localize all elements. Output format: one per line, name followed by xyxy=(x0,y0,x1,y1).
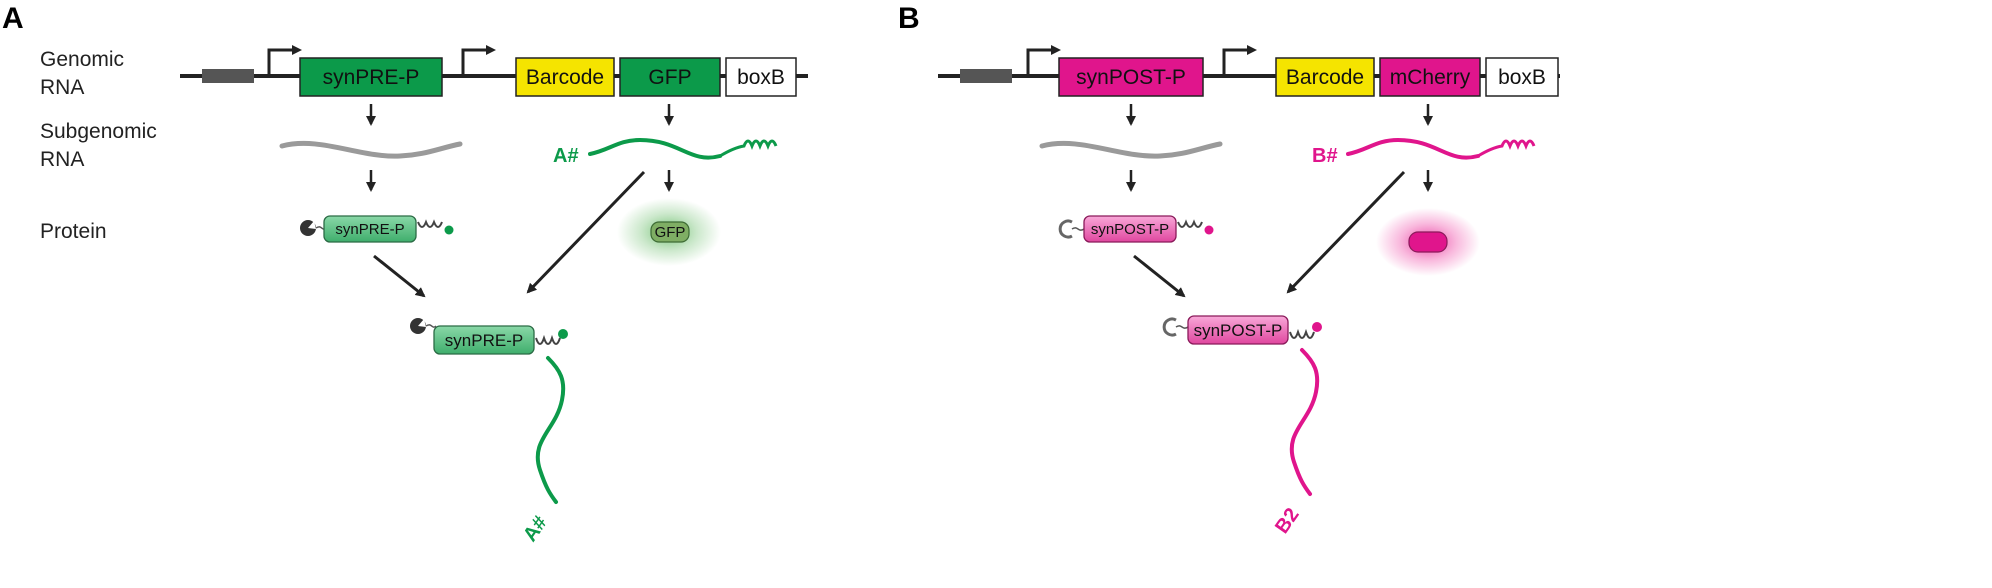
promoter-arrow-icon xyxy=(1222,48,1247,76)
boxb-hairpin-icon xyxy=(1477,139,1536,158)
boxb-hairpin-icon xyxy=(719,139,778,158)
subgenomic-rna-label-line1: Subgenomic xyxy=(40,120,157,143)
synpre-p-protein-body xyxy=(323,215,417,243)
inactive-enzyme-domain-icon xyxy=(1058,219,1073,239)
tag-dot-icon xyxy=(1312,322,1322,332)
genomic-rna-label-line2: RNA xyxy=(40,76,84,99)
tag-dot-icon xyxy=(444,225,454,235)
mcherry-box-label: mCherry xyxy=(1390,66,1471,89)
complex-protein-body-a xyxy=(433,325,535,355)
complex-protein-label-a: synPRE-P xyxy=(445,331,523,350)
gfp-box xyxy=(619,57,721,97)
enzyme-cleft-icon xyxy=(308,221,316,229)
complex-protein-body-b xyxy=(1187,315,1289,345)
synpre-p-box-label: synPRE-P xyxy=(323,66,420,89)
leader-element-a xyxy=(202,69,254,83)
green-subgenomic-rna xyxy=(588,137,722,160)
promoter-arrowhead-icon xyxy=(1051,45,1061,55)
synpost-p-box xyxy=(1058,57,1204,97)
panel-a: A Genomic RNA Subgenomic RNA Protein syn… xyxy=(2,2,808,546)
synpre-p-protein: synPRE-P xyxy=(300,215,454,243)
rna-binding-motif-icon xyxy=(535,334,561,345)
leader-element-b xyxy=(960,69,1012,83)
inactive-enzyme-domain-icon xyxy=(1162,317,1177,337)
boxb-box-b-label: boxB xyxy=(1498,66,1546,89)
barcode-box-a xyxy=(515,57,615,97)
grey-subgenomic-rna-b xyxy=(1039,140,1223,159)
synpost-p-protein: synPOST-P xyxy=(1058,215,1214,243)
rna-label-a: A# xyxy=(553,145,579,167)
synpost-p-protein-body xyxy=(1083,215,1177,243)
enzyme-cleft-icon xyxy=(418,319,426,327)
grey-subgenomic-rna-a xyxy=(279,140,463,159)
linker-icon xyxy=(425,324,437,328)
synpost-p-protein-label: synPOST-P xyxy=(1091,221,1169,238)
convergence-arrow-icon xyxy=(373,254,426,298)
gfp-protein xyxy=(650,221,690,243)
rna-label-b: B# xyxy=(1312,145,1338,167)
promoter-arrowhead-icon xyxy=(486,45,496,55)
complex-rna-label-b: B2 xyxy=(1271,504,1304,538)
synpre-p-rna-complex: synPRE-P A# xyxy=(410,318,568,546)
mcherry-protein xyxy=(1408,231,1448,253)
synpost-p-box-label: synPOST-P xyxy=(1076,66,1186,89)
bound-rna-a xyxy=(535,356,566,504)
synpre-p-protein-label: synPRE-P xyxy=(335,221,404,238)
subgenomic-rna-label-line2: RNA xyxy=(40,148,84,171)
complex-protein-label-b: synPOST-P xyxy=(1194,321,1283,340)
panel-b: B synPOST-P Barcode mCherry boxB B# synP… xyxy=(898,2,1560,538)
synpre-p-box xyxy=(299,57,443,97)
linker-icon xyxy=(1071,227,1085,231)
boxb-box-a-label: boxB xyxy=(737,66,785,89)
convergence-arrow-icon xyxy=(1286,170,1406,294)
panel-a-letter: A xyxy=(2,2,24,35)
synpost-p-rna-complex: synPOST-P B2 xyxy=(1162,315,1322,538)
boxb-box-b xyxy=(1485,57,1559,97)
promoter-arrow-icon xyxy=(267,48,292,76)
rna-binding-motif-icon xyxy=(1177,219,1203,228)
gfp-box-label: GFP xyxy=(648,66,691,89)
boxb-box-a xyxy=(725,57,797,97)
linker-icon xyxy=(1175,325,1189,329)
promoter-arrowhead-icon xyxy=(292,45,302,55)
rna-binding-motif-icon xyxy=(1289,328,1315,339)
tag-dot-icon xyxy=(558,329,568,339)
genomic-rna-label-line1: Genomic xyxy=(40,48,124,71)
convergence-arrow-icon xyxy=(526,170,646,294)
panel-b-letter: B xyxy=(898,2,920,35)
promoter-arrow-icon xyxy=(1026,48,1051,76)
rna-binding-motif-icon xyxy=(417,219,443,228)
gfp-protein-label: GFP xyxy=(655,224,686,241)
barcode-box-b xyxy=(1275,57,1375,97)
bound-rna-b xyxy=(1289,348,1320,496)
barcode-box-b-label: Barcode xyxy=(1286,66,1364,89)
mcherry-box xyxy=(1379,57,1481,97)
promoter-arrow-icon xyxy=(461,48,486,76)
barcode-box-a-label: Barcode xyxy=(526,66,604,89)
complex-rna-label-a: A# xyxy=(519,512,552,546)
promoter-arrowhead-icon xyxy=(1247,45,1257,55)
tag-dot-icon xyxy=(1204,225,1214,235)
pink-subgenomic-rna xyxy=(1346,137,1480,160)
protein-label: Protein xyxy=(40,220,107,243)
convergence-arrow-icon xyxy=(1133,254,1186,298)
